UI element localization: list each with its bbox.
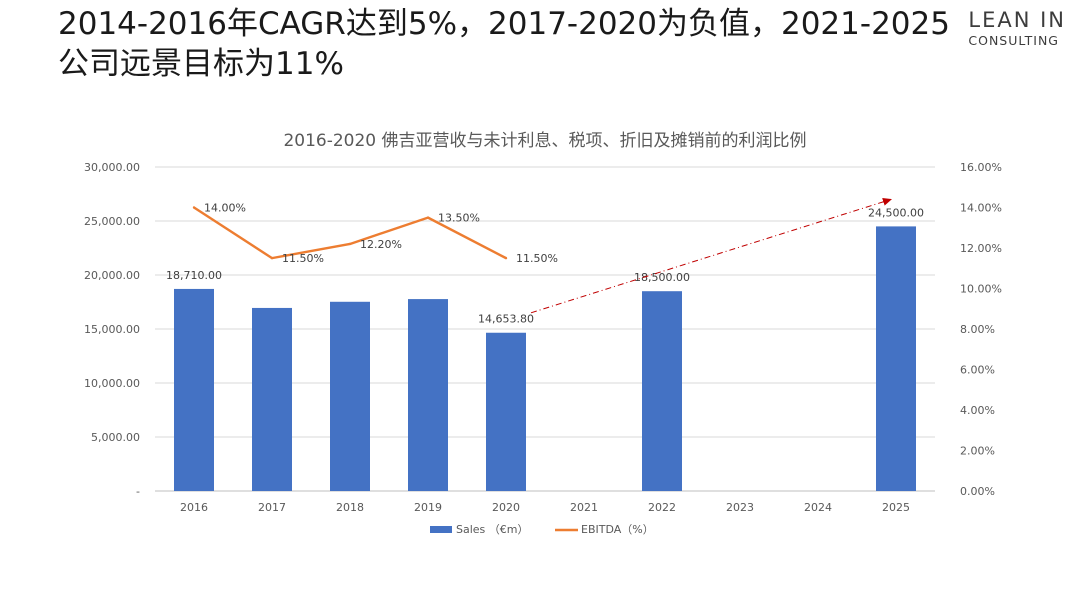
left-axis-tick-label: 30,000.00 bbox=[84, 161, 140, 174]
ebitda-data-label: 11.50% bbox=[516, 252, 558, 265]
ebitda-data-label: 14.00% bbox=[204, 202, 246, 215]
x-axis-tick-label: 2024 bbox=[804, 501, 832, 514]
ebitda-data-label: 11.50% bbox=[282, 252, 324, 265]
sales-data-label: 24,500.00 bbox=[868, 206, 924, 219]
sales-data-label: 18,500.00 bbox=[634, 271, 690, 284]
ebitda-point bbox=[348, 242, 352, 246]
left-axis-tick-label: - bbox=[136, 485, 140, 498]
left-axis-tick-label: 10,000.00 bbox=[84, 377, 140, 390]
lean-in-consulting-logo: LEAN IN CONSULTING bbox=[968, 8, 1066, 48]
logo-line-1: LEAN IN bbox=[968, 8, 1066, 32]
ebitda-data-label: 13.50% bbox=[438, 212, 480, 225]
logo-line-2: CONSULTING bbox=[968, 33, 1059, 48]
right-axis-tick-label: 14.00% bbox=[960, 202, 1002, 215]
x-axis-tick-label: 2022 bbox=[648, 501, 676, 514]
left-axis-tick-label: 15,000.00 bbox=[84, 323, 140, 336]
sales-bar bbox=[408, 299, 448, 491]
x-axis-tick-label: 2023 bbox=[726, 501, 754, 514]
slide-headline: 2014-2016年CAGR达到5%，2017-2020为负值，2021-202… bbox=[58, 4, 988, 84]
sales-bar bbox=[174, 288, 214, 491]
legend-label-ebitda: EBITDA（%） bbox=[581, 523, 654, 536]
right-axis-tick-label: 16.00% bbox=[960, 161, 1002, 174]
sales-data-label: 18,710.00 bbox=[166, 269, 222, 282]
legend-label-sales: Sales （€m） bbox=[456, 523, 529, 536]
x-axis-tick-label: 2020 bbox=[492, 501, 520, 514]
sales-data-label: 14,653.80 bbox=[478, 313, 534, 326]
sales-bar bbox=[486, 332, 526, 491]
right-axis-tick-label: 0.00% bbox=[960, 485, 995, 498]
ebitda-point bbox=[192, 206, 196, 209]
chart-title: 2016-2020 佛吉亚营收与未计利息、税项、折旧及摊销前的利润比例 bbox=[283, 131, 806, 151]
headline-line-1: 2014-2016年CAGR达到5%，2017-2020为负值，2021-202… bbox=[58, 6, 950, 42]
x-axis-tick-label: 2019 bbox=[414, 501, 442, 514]
ebitda-point bbox=[504, 256, 508, 260]
ebitda-point bbox=[426, 216, 430, 219]
right-axis-tick-label: 6.00% bbox=[960, 364, 995, 377]
x-axis-tick-label: 2016 bbox=[180, 501, 208, 514]
sales-bar bbox=[642, 291, 682, 491]
sales-bar bbox=[252, 307, 292, 491]
right-axis-tick-label: 10.00% bbox=[960, 283, 1002, 296]
x-axis-tick-label: 2021 bbox=[570, 501, 598, 514]
x-axis-tick-label: 2017 bbox=[258, 501, 286, 514]
left-axis-tick-label: 5,000.00 bbox=[91, 431, 140, 444]
right-axis-tick-label: 12.00% bbox=[960, 242, 1002, 255]
sales-bar bbox=[876, 226, 916, 491]
left-axis-tick-label: 25,000.00 bbox=[84, 215, 140, 228]
headline-line-2: 公司远景目标为11% bbox=[58, 46, 344, 82]
legend-swatch-sales bbox=[430, 526, 452, 533]
ebitda-data-label: 12.20% bbox=[360, 238, 402, 251]
right-axis-tick-label: 8.00% bbox=[960, 323, 995, 336]
left-axis-tick-label: 20,000.00 bbox=[84, 269, 140, 282]
x-axis-tick-label: 2018 bbox=[336, 501, 364, 514]
right-axis-tick-label: 4.00% bbox=[960, 404, 995, 417]
sales-bar bbox=[330, 301, 370, 491]
ebitda-point bbox=[270, 256, 274, 260]
right-axis-tick-label: 2.00% bbox=[960, 445, 995, 458]
growth-trend-arrow bbox=[530, 197, 892, 314]
x-axis-tick-label: 2025 bbox=[882, 501, 910, 514]
